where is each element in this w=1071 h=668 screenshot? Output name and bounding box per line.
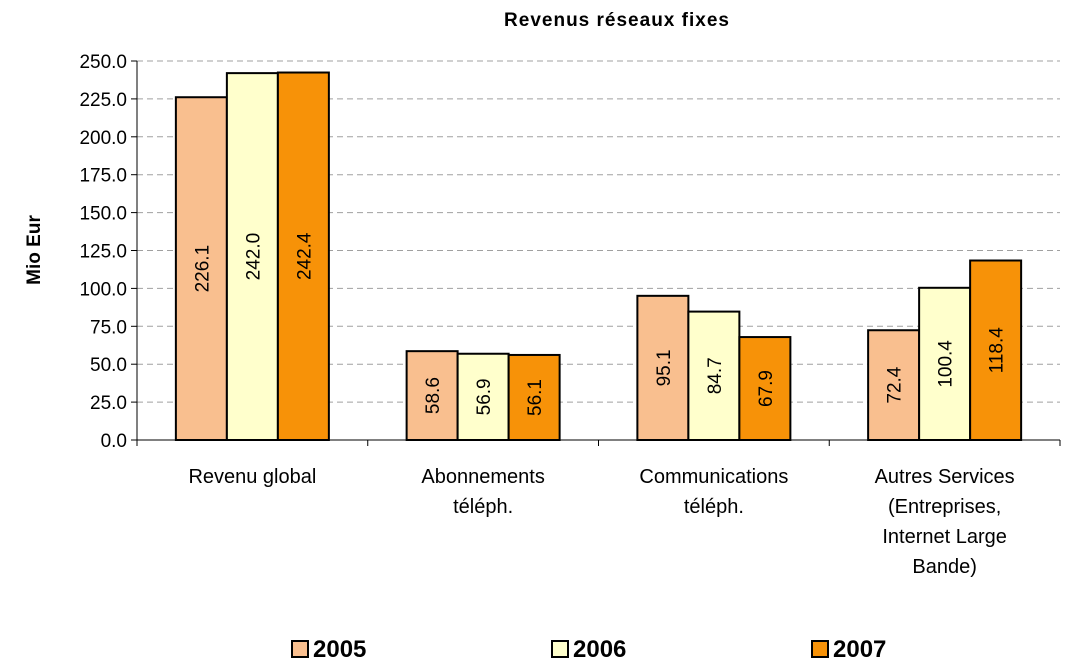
legend-swatch-2007 xyxy=(811,640,829,658)
data-label: 56.9 xyxy=(474,378,495,415)
legend-swatch-2005 xyxy=(291,640,309,658)
legend-label-2006: 2006 xyxy=(573,636,626,663)
data-label: 226.1 xyxy=(192,245,213,293)
x-category-label: Internet Large xyxy=(882,526,1007,548)
y-tick-label: 250.0 xyxy=(79,52,127,73)
data-label: 95.1 xyxy=(654,349,675,386)
chart-title: Revenus réseaux fixes xyxy=(504,10,730,31)
y-tick-label: 25.0 xyxy=(90,393,127,414)
data-label: 58.6 xyxy=(423,377,444,414)
legend-swatch-2006 xyxy=(551,640,569,658)
x-category-label: (Entreprises, xyxy=(888,496,1001,518)
bar-2006 xyxy=(918,286,972,442)
legend-label-2007: 2007 xyxy=(833,636,886,663)
y-axis-label: Mio Eur xyxy=(24,215,45,285)
x-axis: Revenu global Abonnements téléph. Communica… xyxy=(136,439,1061,578)
x-category-label: Revenu global xyxy=(188,466,316,488)
x-category-label: Bande) xyxy=(912,556,977,578)
y-axis: 0.0 25.0 50.0 75.0 100.0 125.0 150.0 175.0 200.0… xyxy=(79,52,138,452)
data-label: 84.7 xyxy=(705,357,726,394)
y-tick-label: 100.0 xyxy=(79,279,127,300)
y-tick-label: 225.0 xyxy=(79,90,127,111)
x-category-label: téléph. xyxy=(684,496,744,518)
bar-2006 xyxy=(687,310,741,441)
y-tick-label: 150.0 xyxy=(79,204,127,225)
x-category-label: Autres Services xyxy=(875,466,1015,488)
bar-2005 xyxy=(405,350,459,442)
data-label: 56.1 xyxy=(525,379,546,416)
y-tick-label: 175.0 xyxy=(79,166,127,187)
bars: 226.1 242.0 242.4 58.6 56.9 56.1 95.1 84.7 67.9 7… xyxy=(174,71,1023,442)
data-label: 242.4 xyxy=(294,232,315,280)
x-category-label: Abonnements xyxy=(421,466,544,488)
data-label: 72.4 xyxy=(885,366,906,403)
y-tick-label: 125.0 xyxy=(79,242,127,263)
bar-2006 xyxy=(456,352,510,441)
bar-2005 xyxy=(636,294,690,441)
bar-2007 xyxy=(276,71,330,441)
x-category-label: téléph. xyxy=(453,496,513,518)
data-label: 100.4 xyxy=(936,340,957,388)
y-tick-label: 0.0 xyxy=(101,431,127,452)
x-category-label: Communications xyxy=(639,466,788,488)
data-label: 118.4 xyxy=(987,327,1008,374)
y-tick-label: 50.0 xyxy=(90,355,127,376)
y-tick-label: 200.0 xyxy=(79,128,127,149)
legend-label-2005: 2005 xyxy=(313,636,366,663)
y-tick-label: 75.0 xyxy=(90,317,127,338)
legend: 2005 2006 2007 xyxy=(291,636,886,663)
bar-2007 xyxy=(969,259,1023,441)
data-label: 242.0 xyxy=(243,233,264,281)
data-label: 67.9 xyxy=(756,370,777,407)
bar-2006 xyxy=(225,72,279,442)
